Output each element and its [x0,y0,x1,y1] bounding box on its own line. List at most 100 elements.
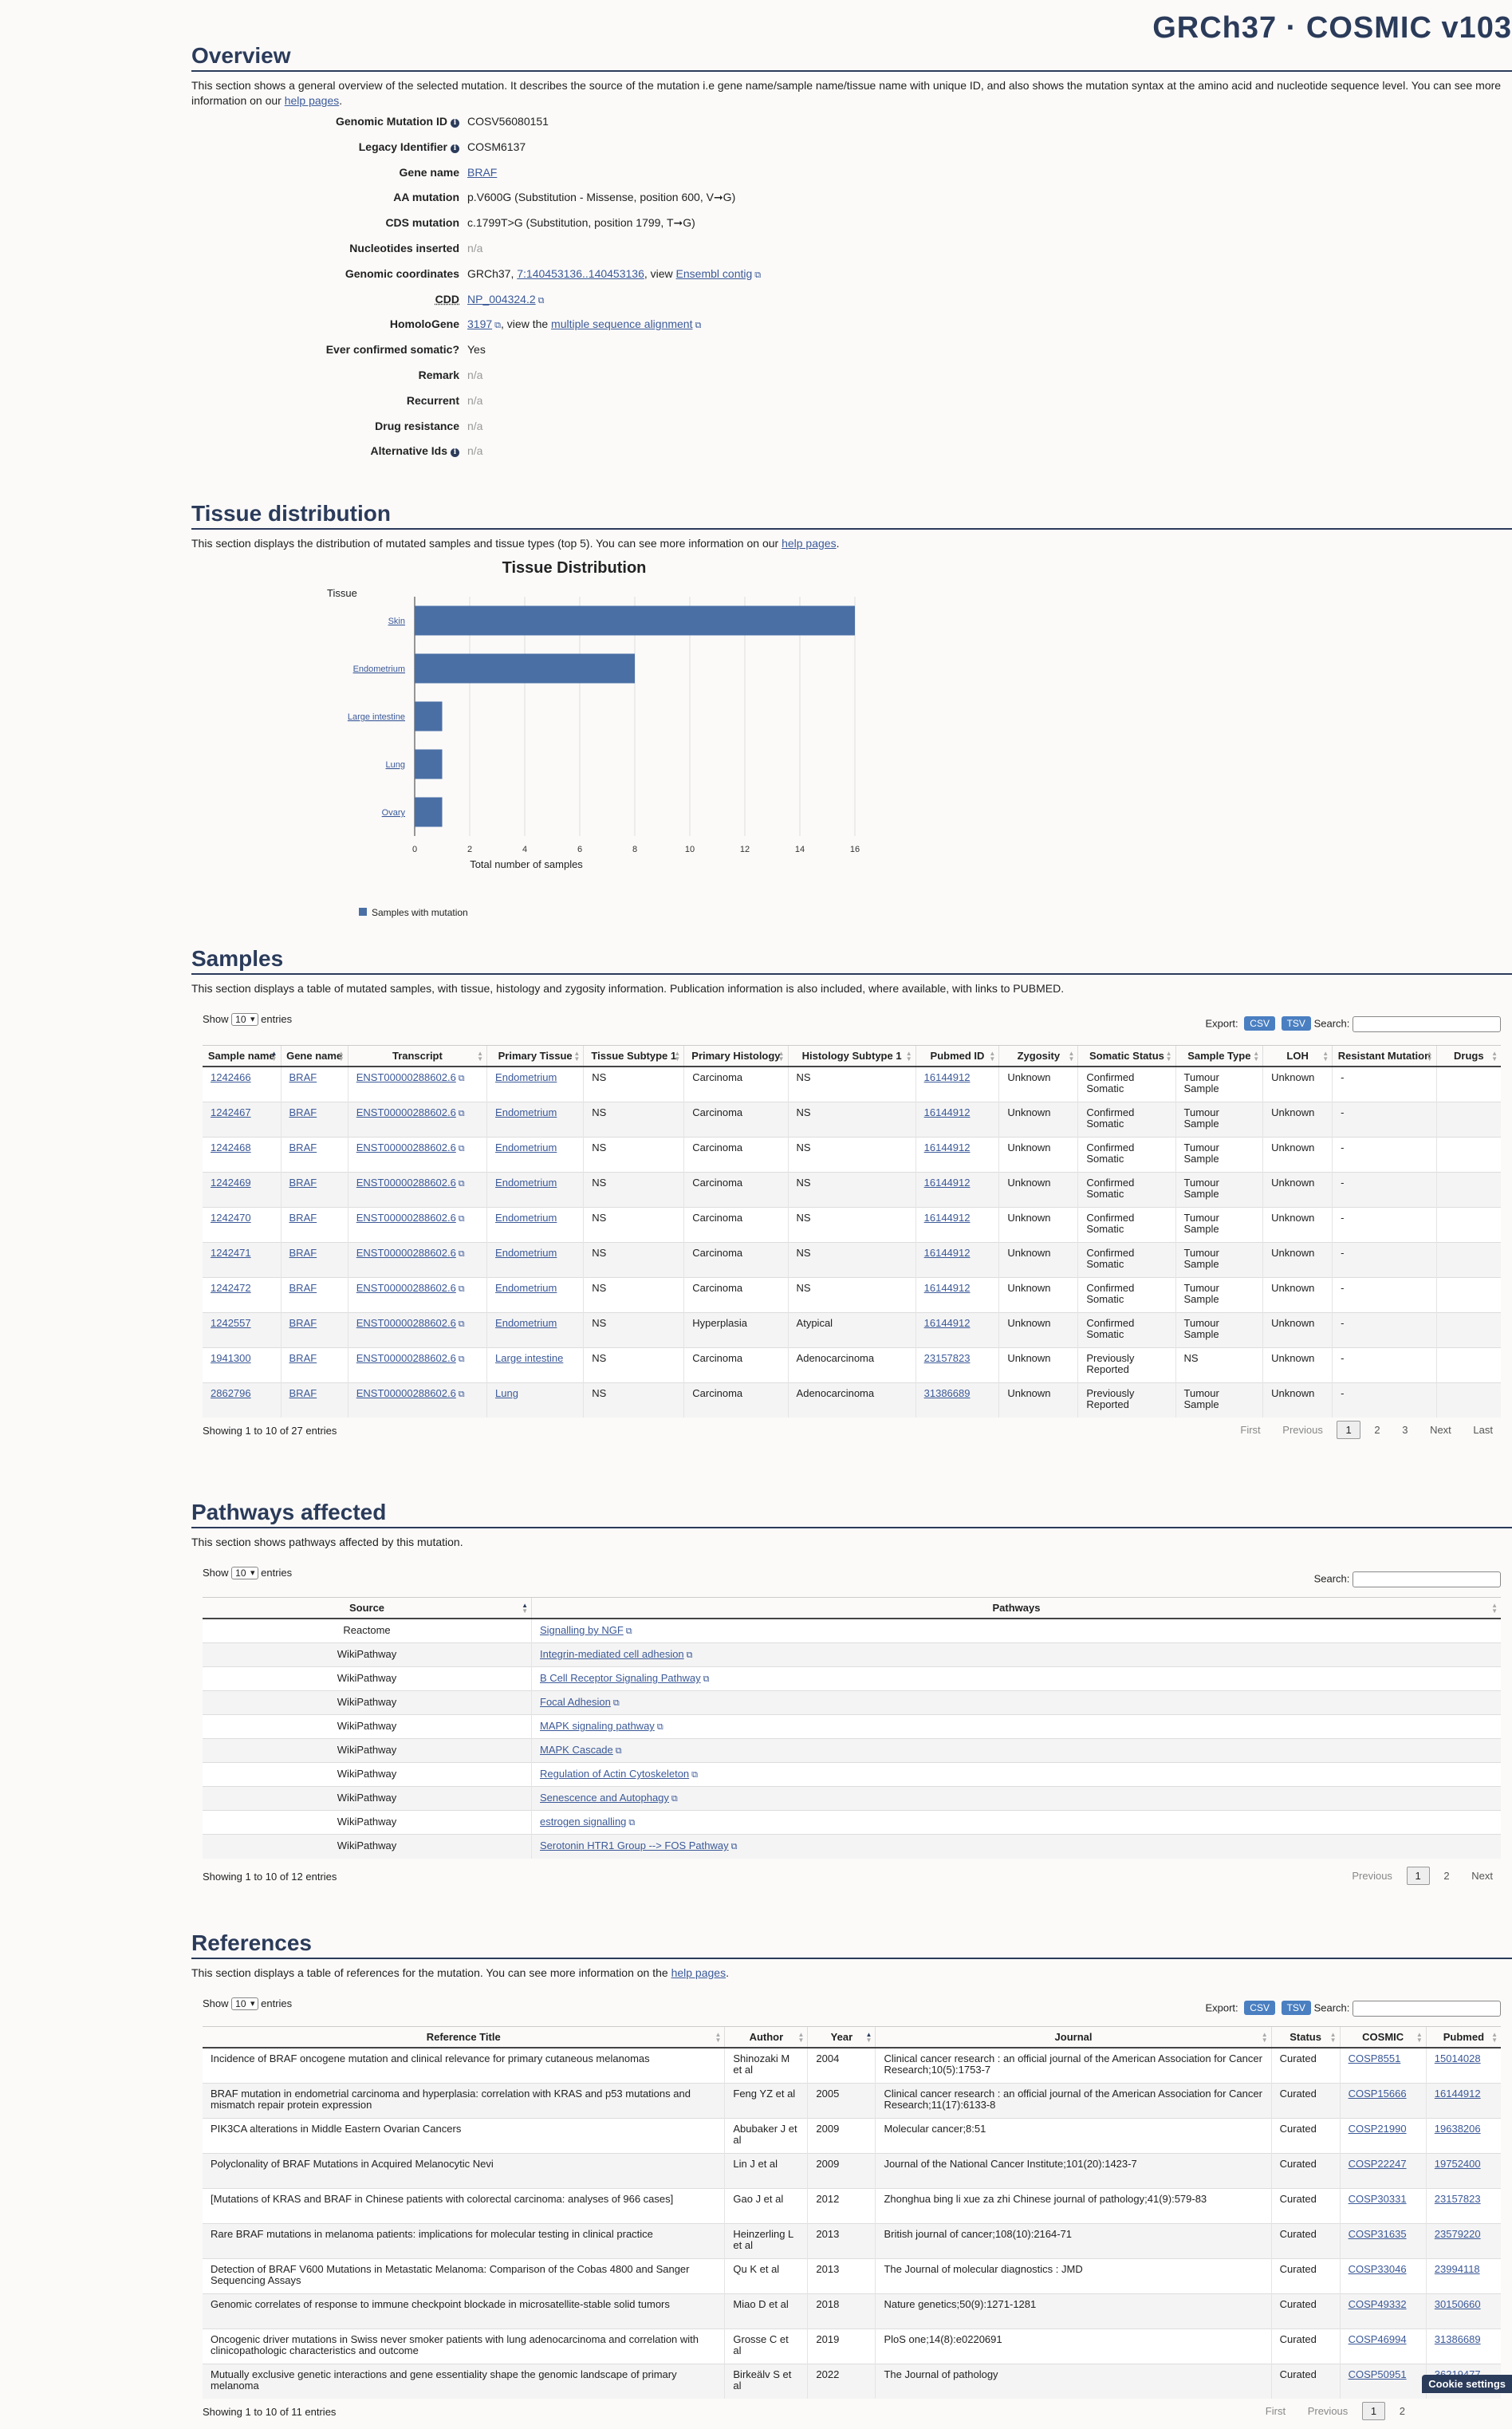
column-header[interactable]: Drugs ▲ ▼ [1435,1045,1501,1067]
info-icon[interactable]: i [451,144,459,153]
external-link-icon[interactable]: ⧉ [695,321,702,331]
cell-link[interactable]: ENST00000288602.6 [356,1316,456,1329]
external-link-icon[interactable]: ⧉ [458,1143,465,1153]
page-button[interactable]: 1 [1406,1866,1430,1885]
cell-link[interactable]: 23157823 [923,1351,971,1364]
external-link-icon[interactable]: ⧉ [494,321,502,331]
cell-link[interactable]: 1242472 [211,1281,251,1294]
cell-link[interactable]: BRAF [289,1071,317,1083]
cell-link[interactable]: COSP30331 [1348,2192,1407,2205]
cell-link[interactable]: Senescence and Autophagy [540,1792,669,1804]
length-select[interactable]: 10 [231,1567,258,1579]
cell-link[interactable]: COSP50951 [1348,2368,1407,2380]
info-icon[interactable]: i [451,119,459,128]
external-link-icon[interactable]: ⧉ [625,1627,632,1636]
first-page-button[interactable]: First [1240,1424,1261,1436]
column-header[interactable]: Transcript ▲ ▼ [347,1045,487,1067]
external-link-icon[interactable]: ⧉ [458,1074,465,1083]
y-tick-label[interactable]: Lung [386,760,405,770]
external-link-icon[interactable]: ⧉ [458,1389,465,1399]
bar-lung[interactable] [415,749,443,779]
external-link-icon[interactable]: ⧉ [458,1248,465,1259]
cell-link[interactable]: ENST00000288602.6 [356,1176,456,1189]
next-page-button[interactable]: Next [1471,1869,1493,1882]
cell-link[interactable]: Endometrium [495,1141,557,1153]
cell-link[interactable]: 16144912 [923,1246,971,1259]
bar-skin[interactable] [415,605,855,636]
cell-link[interactable]: 16144912 [923,1071,971,1083]
cell-link[interactable]: 2862796 [211,1386,251,1399]
tsv-button[interactable]: TSV [1281,2001,1311,2016]
cell-link[interactable]: COSP33046 [1348,2262,1407,2275]
column-header[interactable]: LOH ▲ ▼ [1262,1045,1333,1067]
cell-link[interactable]: BRAF [289,1141,317,1153]
y-tick-label[interactable]: Skin [388,617,405,626]
cell-link[interactable]: Large intestine [495,1351,564,1364]
cell-link[interactable]: 1242466 [211,1071,251,1083]
value-link[interactable]: NP_004324.2 [467,292,536,306]
cell-link[interactable]: COSP46994 [1348,2332,1407,2345]
cell-link[interactable]: ENST00000288602.6 [356,1141,456,1153]
cell-link[interactable]: 31386689 [1434,2332,1481,2345]
cell-link[interactable]: Focal Adhesion [540,1696,611,1708]
cell-link[interactable]: 23579220 [1434,2227,1481,2240]
next-page-button[interactable]: Next [1430,1424,1451,1436]
cell-link[interactable]: B Cell Receptor Signaling Pathway [540,1672,701,1684]
bar-ovary[interactable] [415,797,443,827]
cell-link[interactable]: 16144912 [923,1141,971,1153]
cell-link[interactable]: 30150660 [1434,2297,1481,2310]
external-link-icon[interactable]: ⧉ [458,1319,465,1329]
csv-button[interactable]: CSV [1244,1016,1275,1031]
help-pages-link[interactable]: help pages [671,1966,726,1979]
external-link-icon[interactable]: ⧉ [458,1354,465,1364]
column-header[interactable]: COSMIC ▲ ▼ [1339,2026,1427,2048]
external-link-icon[interactable]: ⧉ [537,295,545,306]
csv-button[interactable]: CSV [1244,2001,1275,2016]
previous-page-button[interactable]: Previous [1282,1424,1323,1436]
cell-link[interactable]: COSP21990 [1348,2122,1407,2135]
cell-link[interactable]: MAPK signaling pathway [540,1720,655,1732]
bar-endometrium[interactable] [415,653,635,684]
cell-link[interactable]: 16144912 [923,1316,971,1329]
cell-link[interactable]: 23157823 [1434,2192,1481,2205]
external-link-icon[interactable]: ⧉ [458,1178,465,1189]
cell-link[interactable]: 1242470 [211,1211,251,1224]
cell-link[interactable]: 16144912 [923,1281,971,1294]
cell-link[interactable]: 1242469 [211,1176,251,1189]
cell-link[interactable]: ENST00000288602.6 [356,1211,456,1224]
y-tick-label[interactable]: Endometrium [353,664,405,674]
cell-link[interactable]: ENST00000288602.6 [356,1386,456,1399]
help-pages-link[interactable]: help pages [284,94,340,107]
external-link-icon[interactable]: ⧉ [656,1722,663,1732]
info-icon[interactable]: i [451,448,459,458]
cell-link[interactable]: Endometrium [495,1246,557,1259]
external-link-icon[interactable]: ⧉ [671,1794,678,1804]
cell-link[interactable]: 16144912 [1434,2087,1481,2100]
cell-link[interactable]: 1242468 [211,1141,251,1153]
cell-link[interactable]: Endometrium [495,1071,557,1083]
column-header[interactable]: Tissue Subtype 1 ▲ ▼ [583,1045,684,1067]
cell-link[interactable]: 16144912 [923,1211,971,1224]
cell-link[interactable]: 19638206 [1434,2122,1481,2135]
external-link-icon[interactable]: ⧉ [612,1698,620,1708]
cell-link[interactable]: BRAF [289,1106,317,1118]
external-link-icon[interactable]: ⧉ [628,1818,636,1828]
value-link[interactable]: BRAF [467,165,498,179]
cell-link[interactable]: BRAF [289,1386,317,1399]
cell-link[interactable]: Endometrium [495,1281,557,1294]
column-header[interactable]: Zygosity ▲ ▼ [998,1045,1078,1067]
value-link-secondary[interactable]: multiple sequence alignment [551,317,693,331]
cell-link[interactable]: ENST00000288602.6 [356,1351,456,1364]
cell-link[interactable]: 1941300 [211,1351,251,1364]
tsv-button[interactable]: TSV [1281,1016,1311,1031]
cell-link[interactable]: BRAF [289,1176,317,1189]
cell-link[interactable]: COSP15666 [1348,2087,1407,2100]
column-header[interactable]: Primary Histology ▲ ▼ [683,1045,789,1067]
cell-link[interactable]: 16144912 [923,1176,971,1189]
column-header[interactable]: Sample name ▲ ▼ [203,1045,282,1067]
external-link-icon[interactable]: ⧉ [458,1284,465,1294]
column-header[interactable]: Pubmed ID ▲ ▼ [915,1045,999,1067]
cell-link[interactable]: Endometrium [495,1211,557,1224]
column-header[interactable]: Status ▲ ▼ [1270,2026,1341,2048]
value-link-secondary[interactable]: Ensembl contig [675,266,753,280]
